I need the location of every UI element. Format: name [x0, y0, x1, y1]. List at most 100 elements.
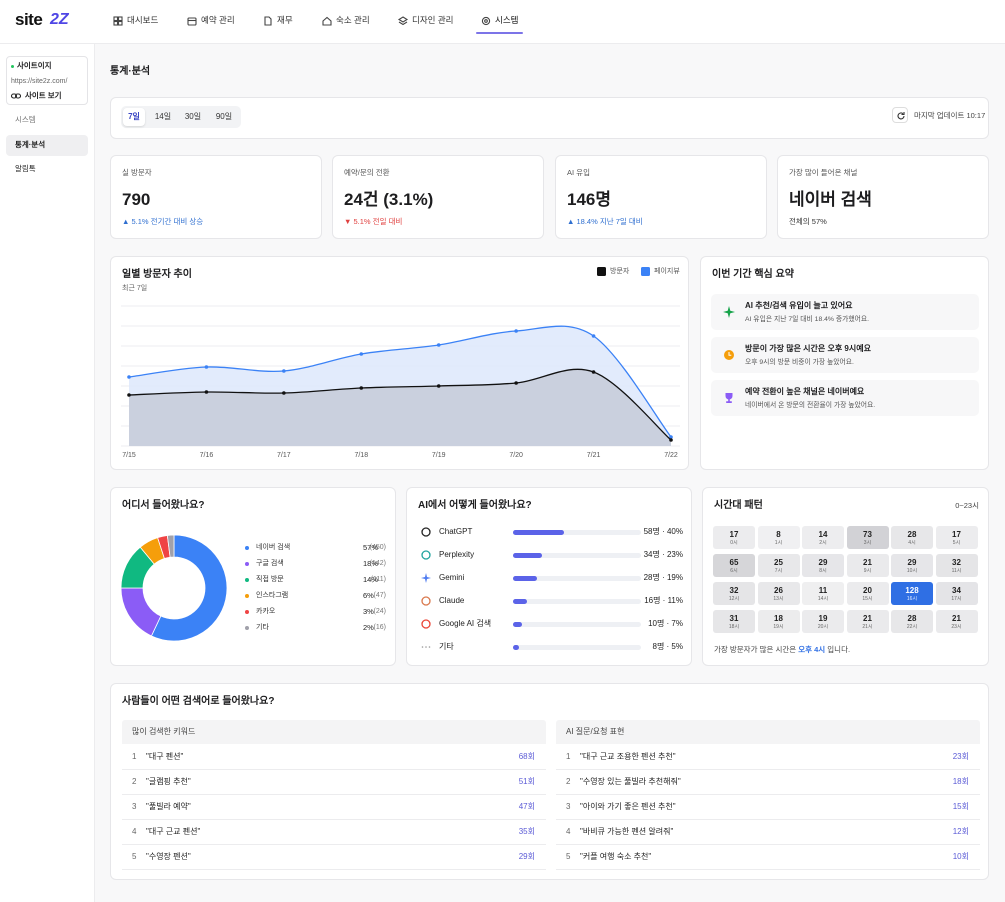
row-text: "대구 근교 조용한 펜션 추천" [580, 752, 676, 762]
value-label: 18% [363, 558, 379, 568]
summary-item-title: 예약 전환이 높은 채널은 네이버예요 [745, 387, 865, 397]
icon-part [421, 619, 431, 629]
bar-track [513, 598, 641, 604]
cell-hour: 1시 [774, 540, 783, 546]
cell-hour: 17시 [951, 596, 962, 602]
row-count: 35회 [518, 827, 535, 837]
footer-text: 오후 4시 [798, 644, 826, 654]
ai-icon [421, 527, 431, 537]
donut-segment [150, 534, 228, 642]
heatmap-cell: 11 14시 [802, 582, 844, 605]
row-count: 18회 [952, 777, 969, 787]
nav-tab[interactable]: 디자인 관리 [412, 14, 454, 25]
cell-value: 28 [907, 614, 917, 624]
nav-tab[interactable]: 재무 [277, 14, 293, 25]
refresh-button[interactable] [892, 107, 908, 123]
row-divider [556, 819, 980, 820]
cell-value: 32 [729, 586, 739, 596]
heatmap-cell: 31 18시 [713, 610, 755, 633]
heatmap-cell: 29 8시 [802, 554, 844, 577]
bar-category-label: 기타 [439, 642, 454, 652]
heatmap-cell: 28 4시 [891, 526, 933, 549]
x-tick-label: 7/16 [200, 452, 214, 459]
sidebar-menu-item[interactable]: 알림톡 [15, 163, 36, 173]
row-text: "수영장 펜션" [146, 852, 191, 862]
table-header: AI 질문/요청 표현 [566, 727, 625, 737]
kpi-card: 가장 많이 들어온 채널 네이버 검색 전체의 57% [777, 155, 989, 239]
period-active-bg [123, 108, 145, 126]
icon-part [113, 15, 119, 21]
ai-icon [421, 596, 431, 606]
period-button[interactable]: 14일 [154, 112, 172, 122]
count-label: (47) [373, 592, 386, 600]
cell-value: 8 [776, 530, 781, 540]
cell-hour: 8시 [819, 568, 827, 574]
row-divider [122, 819, 546, 820]
icon [187, 16, 197, 26]
summary-item-desc: 오후 9시의 방문 비중이 가장 높았어요. [745, 359, 854, 367]
icon [397, 15, 409, 25]
nav-tab[interactable]: 대시보드 [127, 14, 159, 25]
cell-hour: 2시 [819, 540, 827, 546]
ai-bar-card: AI에서 어떻게 들어왔나요? ChatGPT 58명 · 40% Perplexit… [406, 487, 692, 666]
status-dot [11, 64, 14, 68]
legend-swatch [597, 267, 606, 276]
bar-category-label: Claude [439, 596, 465, 606]
sidebar-menu-item[interactable]: 통계·분석 [15, 139, 46, 149]
chart-subtitle: 최근 7일 [122, 285, 148, 293]
period-button[interactable]: 7일 [128, 112, 140, 122]
row-divider [122, 869, 546, 870]
cell-hour: 20시 [817, 624, 829, 630]
icon-part [117, 15, 123, 21]
bar-value-label: 28명 · 19% [643, 573, 683, 583]
x-tick-label: 7/19 [432, 452, 446, 459]
chart-subtitle: 0~23시 [955, 500, 979, 510]
period-button[interactable]: 90일 [215, 112, 233, 122]
icon [322, 16, 332, 26]
kpi-card: 실 방문자 790 ▲ 5.1% 전기간 대비 상승 [110, 155, 322, 239]
icon [264, 15, 272, 26]
kpi-change: 전체의 57% [789, 216, 827, 226]
icon-part [728, 352, 732, 356]
site-link[interactable]: 사이트 보기 [25, 90, 62, 100]
nav-tab[interactable]: 숙소 관리 [336, 14, 370, 25]
heatmap-cell: 20 15시 [846, 582, 889, 605]
ai-icon [421, 619, 431, 629]
kpi-label: 실 방문자 [122, 167, 152, 177]
icon-part [421, 527, 431, 537]
value-label: 57% [363, 542, 379, 552]
cell-value: 73 [863, 530, 872, 540]
logo-accent: 2Z [50, 10, 69, 28]
row-text: "수영장 있는 풀빌라 추천해줘" [580, 777, 681, 787]
icon-part [484, 18, 488, 23]
icon-part [723, 306, 735, 318]
icon-part [117, 20, 123, 26]
cell-hour: 18시 [728, 624, 740, 630]
icon-part [428, 646, 431, 648]
row-count: 47회 [518, 802, 535, 812]
sidebar-menu-item[interactable]: 시스템 [15, 114, 36, 124]
sidebar: 사이트이지 https://site2z.com/사이트 보기 시스템 통계·분석 알림… [0, 44, 95, 902]
period-button[interactable]: 30일 [184, 112, 202, 122]
nav-tab[interactable]: 예약 관리 [201, 14, 235, 25]
bar-value-label: 58명 · 40% [643, 527, 683, 537]
row-text: "대구 근교 펜션" [146, 827, 201, 837]
value-label: 6% [363, 590, 374, 600]
row-text: "바비큐 가능한 펜션 알려줘" [580, 827, 674, 837]
nav-tab[interactable]: 시스템 [495, 14, 519, 25]
heatmap-cell: 17 0시 [713, 526, 755, 549]
icon-part [10, 93, 18, 99]
cell-value: 17 [952, 530, 961, 540]
bar-category-label: Gemini [439, 573, 465, 583]
row-divider [122, 769, 546, 770]
row-divider [122, 794, 546, 795]
legend-label: 방문자 [610, 267, 630, 275]
heatmap-card: 시간대 패턴 0~23시 17 0시 8 1시 14 2시 73 3시 28 4시 17 5시 65 6시 25… [702, 487, 989, 666]
cell-hour: 5시 [952, 540, 961, 546]
table-header-bg [556, 720, 980, 744]
x-tick-label: 7/18 [354, 452, 368, 459]
data-point [127, 393, 131, 397]
row-divider [122, 844, 546, 845]
value-label: 3% [363, 606, 374, 616]
